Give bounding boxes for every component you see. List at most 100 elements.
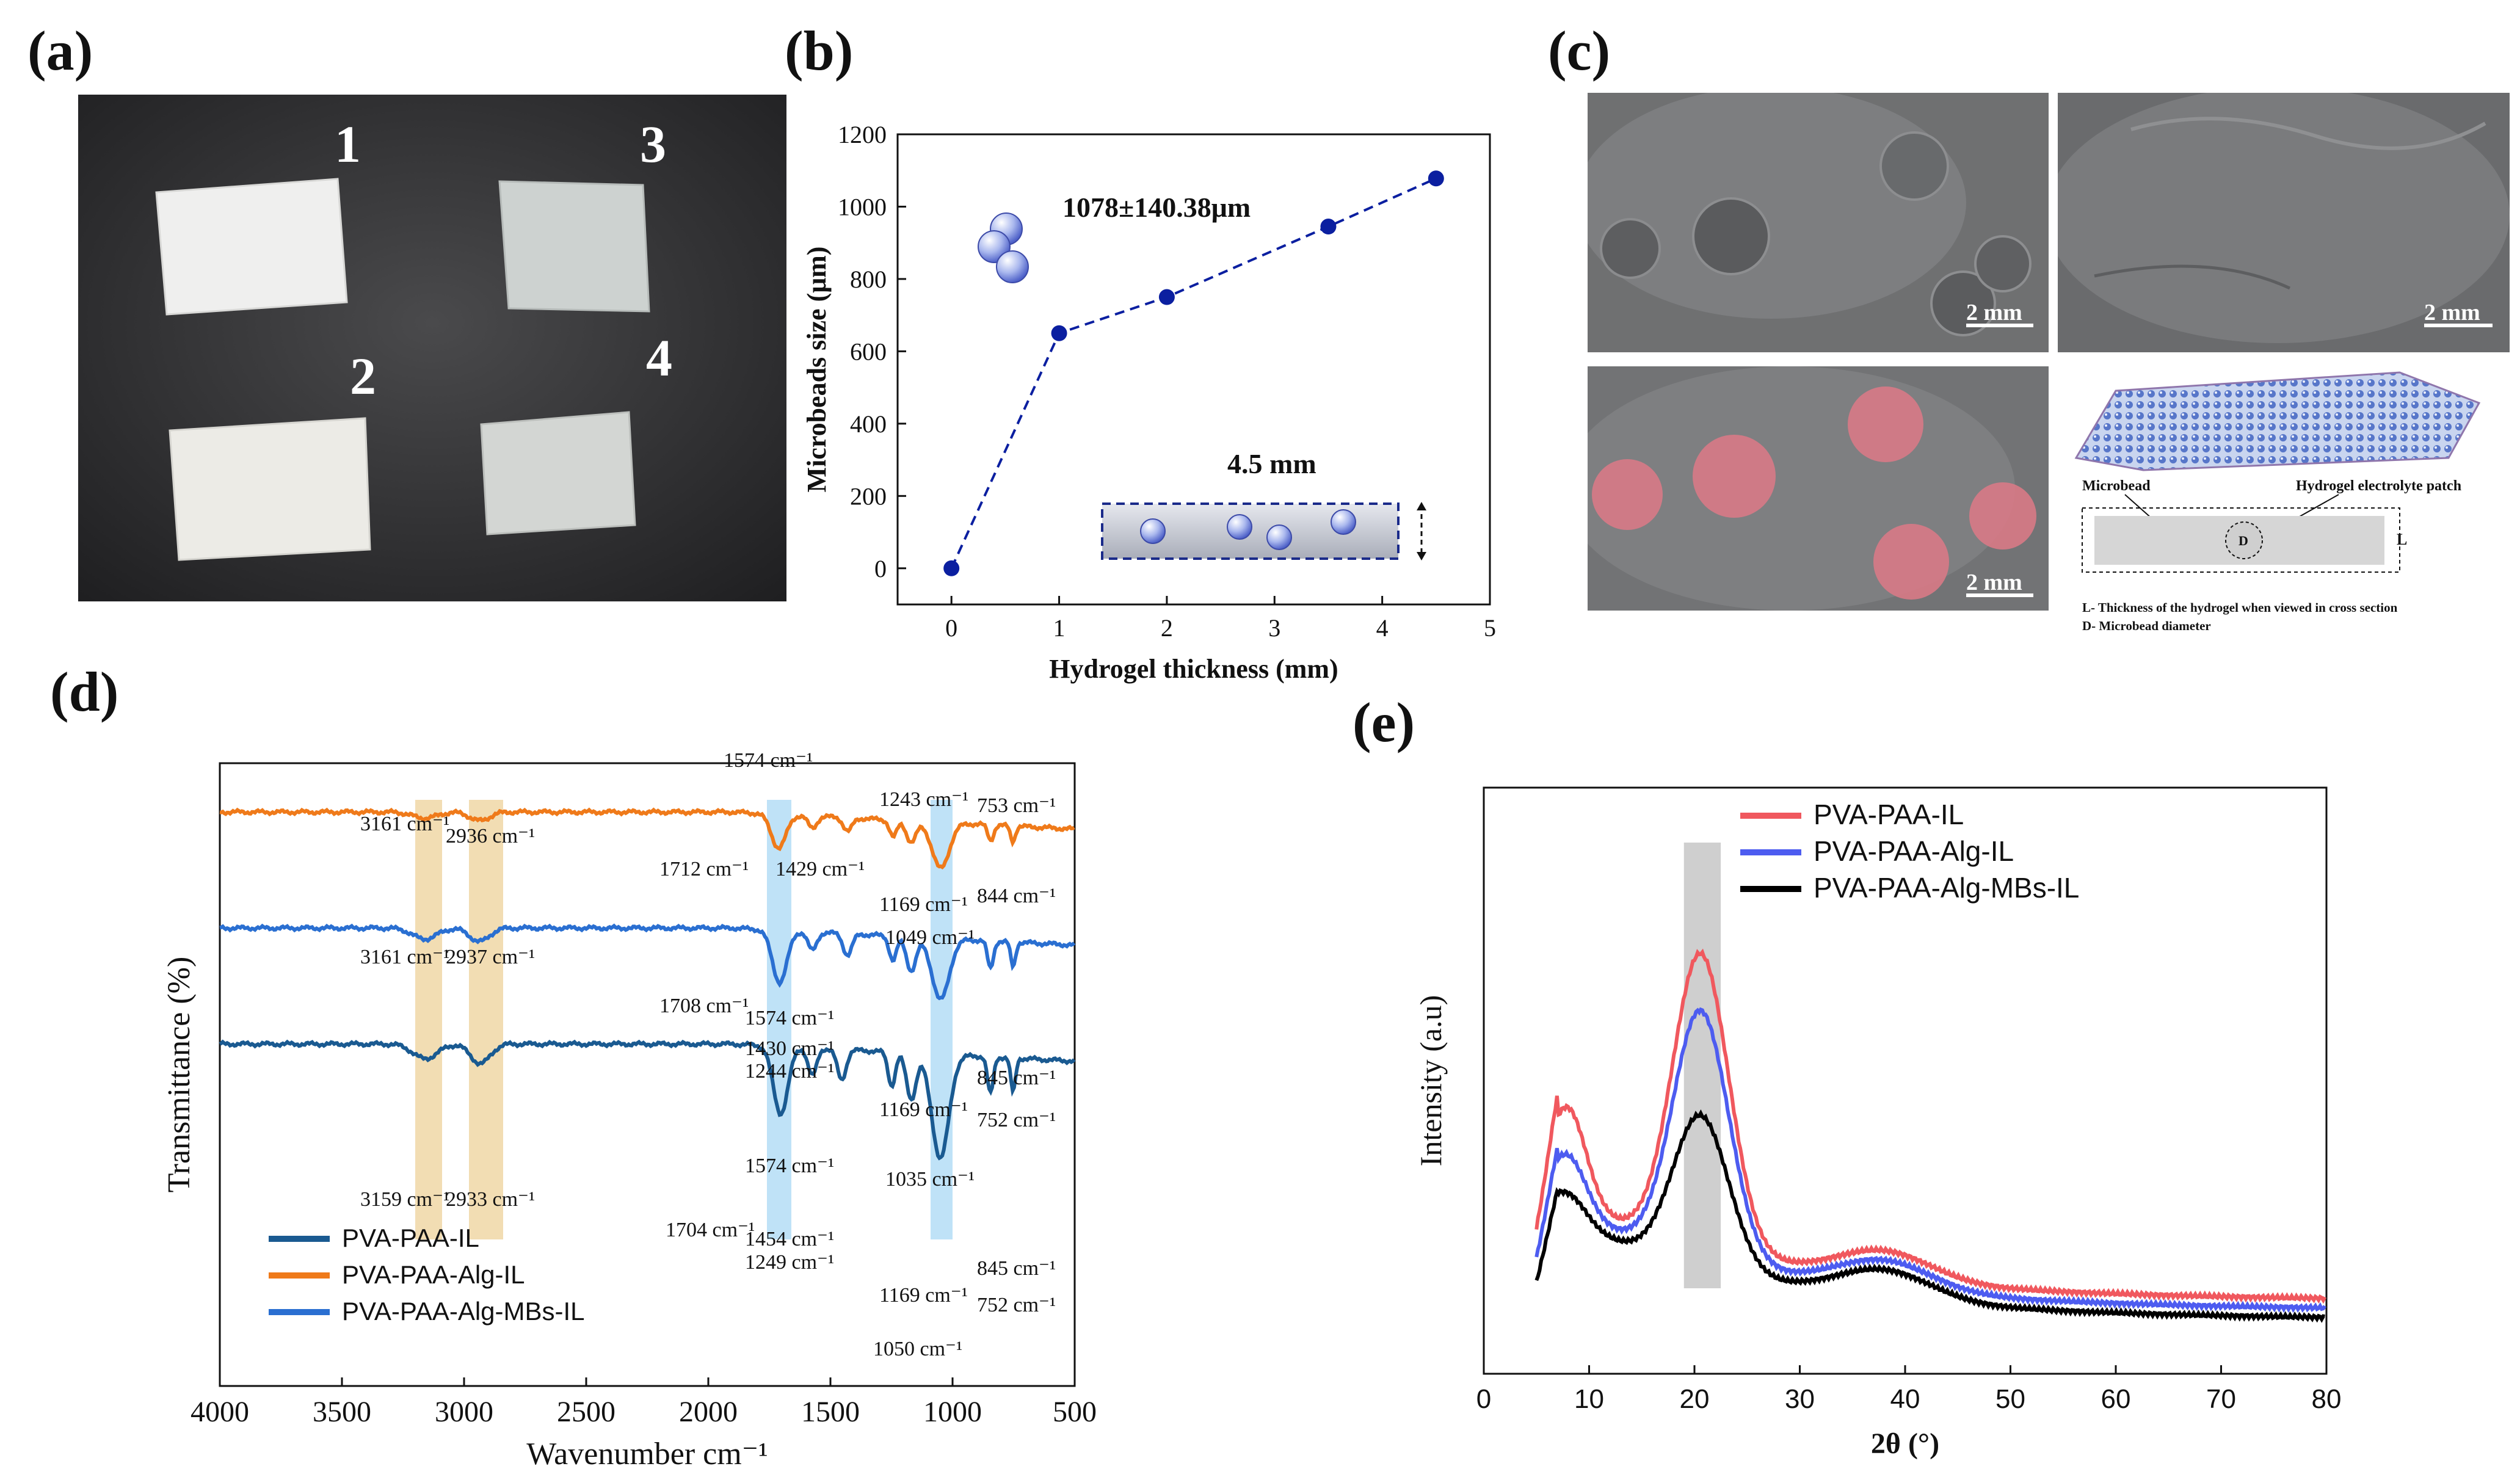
panel-label-e: (e) — [1353, 691, 1415, 753]
sample-block-1 — [155, 178, 348, 316]
chart-d-ftir: 4000 3500 3000 2500 2000 1500 1000 500 Wavenumbe… — [162, 749, 1097, 1471]
photo-hydrogel-samples: 1 3 2 4 — [78, 95, 786, 601]
sample-number-1: 1 — [335, 115, 361, 173]
peak-annotation: 2933 cm⁻¹ — [446, 1188, 535, 1211]
peak-annotation: 845 cm⁻¹ — [977, 1067, 1056, 1089]
x-tick-label: 3000 — [435, 1396, 493, 1428]
x-tick-label: 3 — [1268, 614, 1280, 642]
x-tick-label: 1500 — [801, 1396, 860, 1428]
chart-b-microbead-size: 0 1 2 3 4 5 0 200 400 600 800 1000 1200 Hydrogel thic… — [802, 121, 1496, 684]
peak-annotation: 2937 cm⁻¹ — [446, 946, 535, 968]
panel-label-a: (a) — [27, 20, 93, 82]
annotation-microbead-size: 1078±140.38μm — [1062, 192, 1251, 223]
y-tick-label: 400 — [850, 410, 887, 438]
y-tick-label: 200 — [850, 482, 887, 510]
x-tick-label: 4000 — [191, 1396, 249, 1428]
y-tick-label: 800 — [850, 266, 887, 293]
sample-block-2 — [169, 417, 371, 561]
legend-label: PVA-PAA-IL — [342, 1224, 479, 1252]
plot-frame — [896, 133, 1491, 606]
x-tick-label: 1000 — [923, 1396, 982, 1428]
x-tick-label: 3500 — [313, 1396, 371, 1428]
x-tick-label: 5 — [1484, 614, 1496, 642]
x-tick-label: 40 — [1890, 1384, 1920, 1414]
peak-annotation: 1049 cm⁻¹ — [885, 926, 975, 949]
x-axis-title: 2θ (°) — [1871, 1427, 1939, 1460]
chart-e-xrd: 0 10 20 30 40 50 60 70 80 2θ (°) Intensity (a.u) P… — [1414, 786, 2342, 1460]
x-tick-label: 80 — [2312, 1384, 2342, 1414]
peak-annotation: 1574 cm⁻¹ — [745, 1007, 834, 1029]
series-line — [1534, 1007, 2326, 1313]
series-line — [1534, 948, 2327, 1304]
highlight-band — [469, 800, 503, 1239]
scale-bar-label-2: 2 mm — [2424, 300, 2480, 325]
peak-annotation: 3161 cm⁻¹ — [360, 813, 449, 835]
peak-annotation: 2936 cm⁻¹ — [446, 825, 535, 847]
series-line — [1534, 1109, 2325, 1323]
highlight-band — [415, 800, 442, 1239]
peak-annotation: 3159 cm⁻¹ — [360, 1188, 449, 1211]
peak-annotation: 1050 cm⁻¹ — [873, 1338, 962, 1360]
peak-annotation: 3161 cm⁻¹ — [360, 946, 449, 968]
x-tick-label: 70 — [2206, 1384, 2236, 1414]
x-tick-label: 500 — [1053, 1396, 1097, 1428]
highlight-band — [767, 800, 791, 1239]
peak-annotation: 1169 cm⁻¹ — [879, 1098, 968, 1121]
peak-annotation: 844 cm⁻¹ — [977, 885, 1056, 907]
x-tick-label: 20 — [1680, 1384, 1710, 1414]
peak-annotation: 752 cm⁻¹ — [977, 1294, 1056, 1316]
peak-annotation: 1429 cm⁻¹ — [775, 858, 865, 880]
schematic-d-symbol: D — [2239, 533, 2248, 548]
sample-number-2: 2 — [350, 347, 376, 405]
sample-number-4: 4 — [646, 328, 672, 387]
panel-label-d: (d) — [50, 661, 119, 723]
x-tick-label: 1 — [1053, 614, 1066, 642]
schematic-legend-d: D- Microbead diameter — [2082, 618, 2211, 633]
panel-label-c: (c) — [1548, 20, 1611, 82]
sample-block-3 — [498, 180, 650, 313]
y-tick-label: 1200 — [838, 121, 887, 148]
x-tick-label: 0 — [945, 614, 957, 642]
x-tick-label: 2 — [1161, 614, 1173, 642]
series-line — [219, 807, 1075, 869]
peak-annotation: 845 cm⁻¹ — [977, 1257, 1056, 1280]
x-tick-label: 50 — [1995, 1384, 2025, 1414]
x-tick-label: 30 — [1785, 1384, 1815, 1414]
series-line — [219, 923, 1076, 1001]
x-tick-label: 10 — [1574, 1384, 1604, 1414]
y-tick-label: 600 — [850, 338, 887, 365]
data-point — [1158, 289, 1175, 305]
peak-annotation: 1574 cm⁻¹ — [745, 1155, 834, 1177]
sample-block-4 — [480, 411, 636, 535]
peak-annotation: 752 cm⁻¹ — [977, 1109, 1056, 1131]
microbead-cluster-icon — [978, 212, 1029, 283]
data-point — [1320, 219, 1337, 235]
y-tick-label: 1000 — [838, 193, 887, 220]
legend-label: PVA-PAA-Alg-MBs-IL — [342, 1297, 585, 1326]
schematic-microbead-label: Microbead — [2082, 478, 2151, 494]
legend-label: PVA-PAA-Alg-IL — [342, 1260, 525, 1289]
y-axis-title: Intensity (a.u) — [1414, 995, 1448, 1166]
sem-image-highlighted: 2 mm — [1588, 366, 2049, 611]
peak-annotation: 1704 cm⁻¹ — [666, 1219, 755, 1241]
highlight-band — [931, 800, 953, 1239]
sem-image-with-microbeads: 2 mm — [1588, 93, 2049, 352]
peak-annotation: 1708 cm⁻¹ — [659, 995, 749, 1017]
peak-annotation: 1243 cm⁻¹ — [879, 788, 968, 811]
y-axis-title: Transmittance (%) — [162, 957, 197, 1193]
peak-annotation: 1430 cm⁻¹ — [745, 1037, 834, 1060]
peak-annotation: 1574 cm⁻¹ — [724, 749, 813, 772]
schematic-legend-l: L- Thickness of the hydrogel when viewed… — [2082, 600, 2398, 615]
peak-annotation: 1169 cm⁻¹ — [879, 1284, 968, 1307]
series-line — [219, 1039, 1076, 1161]
annotation-thickness: 4.5 mm — [1227, 448, 1316, 479]
x-tick-label: 2000 — [679, 1396, 738, 1428]
sem-image-control: 2 mm — [2058, 93, 2510, 352]
peak-annotation: 1169 cm⁻¹ — [879, 893, 968, 916]
highlight-band — [1683, 843, 1721, 1288]
legend-label: PVA-PAA-Alg-MBs-IL — [1814, 872, 2079, 904]
legend-label: PVA-PAA-IL — [1814, 799, 1964, 830]
data-point — [943, 560, 960, 576]
peak-annotation: 753 cm⁻¹ — [977, 794, 1056, 817]
peak-annotation: 1712 cm⁻¹ — [659, 858, 749, 880]
